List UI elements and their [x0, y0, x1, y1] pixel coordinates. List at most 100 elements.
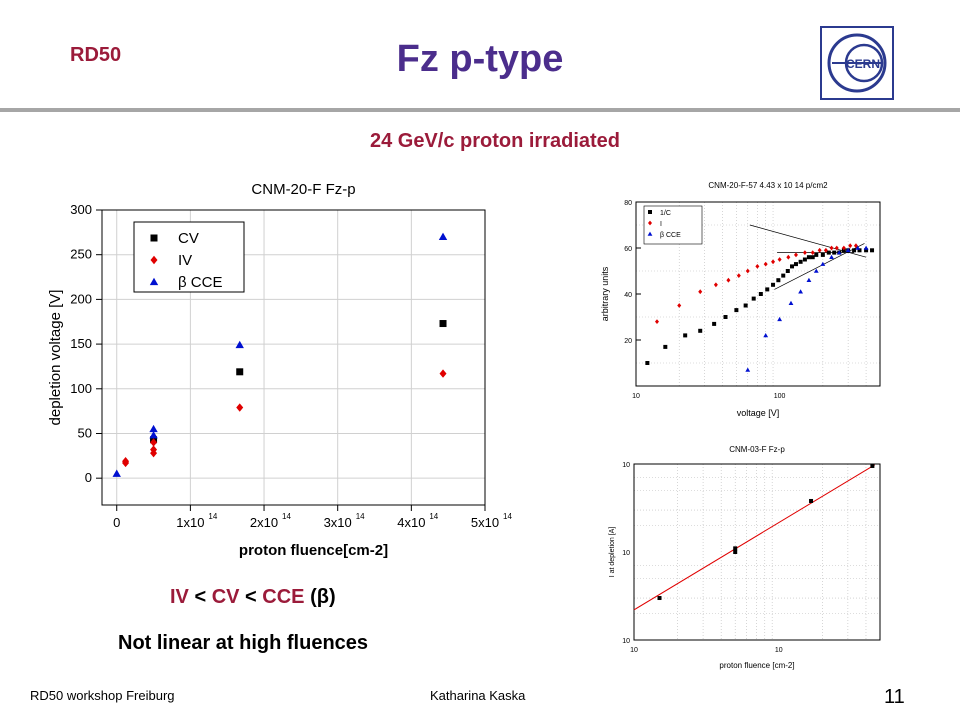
data-point-square [790, 264, 795, 269]
data-point-square [698, 328, 703, 333]
data-point-square [785, 269, 790, 273]
legend-marker [647, 231, 653, 236]
data-point-diamond [793, 252, 798, 258]
chart-title: CNM-03-F Fz-p [729, 445, 785, 454]
data-point-square [765, 287, 770, 292]
relation-cce: CCE [262, 586, 305, 608]
data-point-diamond [150, 438, 158, 447]
x-tick-label: 5x10 [471, 515, 499, 530]
data-point-square [802, 257, 807, 262]
data-point-triangle [863, 245, 869, 250]
legend-label: I [660, 221, 662, 228]
data-point-square [657, 596, 662, 601]
y-tick-label: 200 [70, 291, 92, 306]
data-point-diamond [834, 245, 839, 251]
data-point-diamond [848, 243, 853, 249]
x-tick-label: 100 [774, 393, 786, 400]
data-point-triangle [763, 333, 769, 338]
legend-label: IV [178, 252, 192, 269]
relation-beta: (β) [304, 586, 336, 608]
data-point-triangle [845, 247, 851, 253]
data-point-diamond [150, 445, 158, 454]
data-point-diamond [439, 369, 447, 378]
x-axis-label: proton fluence [cm-2] [719, 661, 794, 670]
data-point-square [771, 282, 776, 287]
y-tick-label: 10 [622, 638, 630, 645]
y-tick-label: 0 [85, 470, 92, 485]
y-tick-label: 50 [78, 425, 92, 440]
chart-title: CNM-20-F Fz-p [251, 181, 355, 198]
data-point-triangle [788, 300, 794, 305]
y-tick-label: 60 [624, 246, 632, 253]
footer-author: Katharina Kaska [430, 688, 526, 703]
data-point-triangle [855, 245, 861, 250]
legend-marker [648, 220, 652, 226]
data-point-diamond [122, 456, 130, 466]
y-axis-label: I at depletion [A] [609, 527, 616, 578]
x-tick-label: 2x10 [250, 515, 278, 530]
data-point-square [832, 250, 837, 255]
y-tick-label: 250 [70, 247, 92, 262]
data-point-square [781, 273, 786, 278]
legend-box [643, 205, 703, 245]
relation-text: IV < CV < CCE (β) [170, 586, 336, 609]
data-point-diamond [677, 303, 682, 308]
relation-lt1: < [188, 586, 212, 608]
relation-iv: IV [170, 586, 189, 608]
y-axis-label: arbitrary units [600, 266, 610, 321]
data-point-square [733, 550, 738, 554]
x-tick-exponent: 14 [282, 512, 291, 521]
y-tick-label: 10 [622, 550, 630, 557]
data-point-square [810, 255, 815, 260]
data-point-square [852, 248, 857, 253]
data-point-diamond [726, 277, 731, 283]
x-tick-exponent: 14 [429, 512, 438, 521]
data-point-square [712, 321, 717, 326]
data-point-square [758, 292, 763, 296]
header-rule [0, 108, 960, 112]
data-point-square [857, 248, 862, 253]
y-tick-label: 80 [624, 200, 632, 207]
rd50-tag: RD50 [70, 44, 122, 66]
legend-box [133, 221, 245, 293]
data-point-diamond [698, 289, 703, 295]
data-point-triangle [836, 250, 842, 255]
data-point-diamond [810, 250, 815, 255]
data-point-triangle [806, 277, 812, 282]
data-point-diamond [802, 250, 807, 255]
data-point-square [663, 344, 668, 349]
y-tick-label: 300 [70, 202, 92, 217]
legend-label: CV [178, 230, 199, 247]
data-point-triangle [813, 268, 819, 273]
legend-marker [150, 234, 158, 242]
x-tick-exponent: 14 [356, 512, 365, 521]
cce-voltage-chart: CNM-20-F-57 4.43 x 10 14 p/cm2 20 40 60 80 10… [600, 181, 881, 418]
data-point-triangle [829, 254, 834, 259]
data-point-square [820, 252, 825, 257]
data-point-square [645, 361, 650, 365]
data-point-square [809, 498, 814, 503]
x-tick-label: 3x10 [324, 515, 352, 530]
data-point-triangle [112, 469, 121, 477]
data-point-square [723, 315, 728, 319]
data-point-diamond [763, 261, 768, 267]
data-point-square [734, 308, 739, 313]
plot-frame [101, 209, 486, 506]
data-point-triangle [777, 316, 783, 322]
data-point-square [870, 248, 875, 253]
y-tick-label: 100 [70, 381, 92, 396]
y-axis-label: depletion voltage [V] [47, 290, 64, 426]
data-point-diamond [817, 247, 822, 253]
data-point-square [864, 248, 869, 253]
slide-title: Fz p-type [396, 38, 564, 80]
data-point-triangle [798, 289, 804, 294]
nonlinear-note: Not linear at high fluences [118, 632, 369, 654]
data-point-triangle [149, 424, 158, 433]
data-point-triangle [438, 232, 448, 240]
data-point-diamond [777, 257, 782, 262]
data-point-triangle [149, 431, 158, 439]
relation-cv: CV [211, 586, 240, 608]
data-point-square [798, 259, 803, 264]
data-point-diamond [771, 259, 776, 265]
